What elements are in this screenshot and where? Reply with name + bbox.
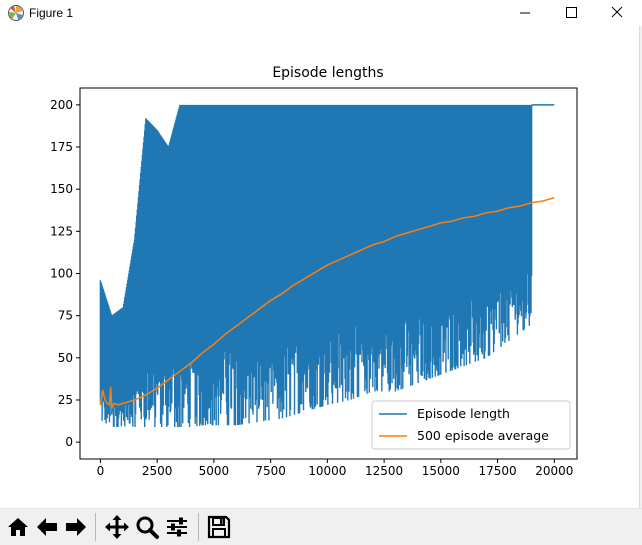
matplotlib-app-icon — [7, 4, 25, 22]
close-icon — [611, 6, 623, 18]
chart-svg: Episode lengths 0 2500 5000 7500 10000 12500 1… — [50, 65, 578, 478]
chart-title: Episode lengths — [272, 65, 383, 81]
home-icon — [8, 518, 28, 536]
legend-label: Episode length — [417, 406, 510, 421]
configure-subplots-icon — [167, 517, 187, 537]
y-tick-label: 125 — [50, 224, 73, 238]
maximize-button[interactable] — [548, 0, 594, 26]
save-icon — [207, 515, 231, 539]
y-tick-label: 150 — [50, 182, 73, 196]
x-tick-label: 20000 — [535, 464, 573, 478]
pan-button[interactable] — [103, 513, 131, 541]
episode-length-line — [99, 104, 533, 427]
series-episode-length — [99, 104, 555, 427]
x-tick-label: 5000 — [199, 464, 230, 478]
zoom-button[interactable] — [133, 513, 161, 541]
navigation-toolbar — [0, 508, 642, 545]
close-button[interactable] — [594, 0, 640, 26]
y-tick-label: 0 — [65, 435, 73, 449]
forward-arrow-icon — [66, 518, 86, 536]
y-tick-label: 200 — [50, 98, 73, 112]
back-button[interactable] — [33, 513, 61, 541]
x-tick-label: 17500 — [478, 464, 516, 478]
y-tick-label: 100 — [50, 267, 73, 281]
x-tick-label: 15000 — [422, 464, 460, 478]
y-tick-label: 50 — [58, 351, 73, 365]
save-button[interactable] — [205, 513, 233, 541]
average-line — [99, 196, 555, 409]
y-tick-label: 75 — [58, 309, 73, 323]
toolbar-separator — [198, 513, 199, 541]
legend-label: 500 episode average — [417, 428, 549, 443]
figure-canvas[interactable]: Episode lengths 0 2500 5000 7500 10000 12500 1… — [0, 26, 642, 508]
forward-button[interactable] — [62, 513, 90, 541]
window-titlebar: Figure 1 — [0, 0, 642, 26]
x-tick-label: 12500 — [365, 464, 403, 478]
zoom-icon — [136, 516, 159, 539]
home-button[interactable] — [4, 513, 32, 541]
x-tick-label: 10000 — [308, 464, 346, 478]
pan-icon — [105, 515, 129, 539]
y-tick-label: 25 — [58, 393, 73, 407]
legend-box — [371, 400, 571, 450]
x-tick-label: 2500 — [142, 464, 173, 478]
back-arrow-icon — [37, 518, 57, 536]
legend: Episode length 500 episode average — [371, 400, 571, 450]
y-tick-label: 175 — [50, 140, 73, 154]
x-tick-label: 7500 — [255, 464, 286, 478]
configure-subplots-button[interactable] — [163, 513, 191, 541]
minimize-button[interactable] — [502, 0, 548, 26]
window-border — [639, 26, 642, 508]
toolbar-separator — [95, 513, 96, 541]
maximize-icon — [566, 7, 577, 18]
window-title: Figure 1 — [29, 6, 74, 20]
x-tick-label: 0 — [97, 464, 105, 478]
